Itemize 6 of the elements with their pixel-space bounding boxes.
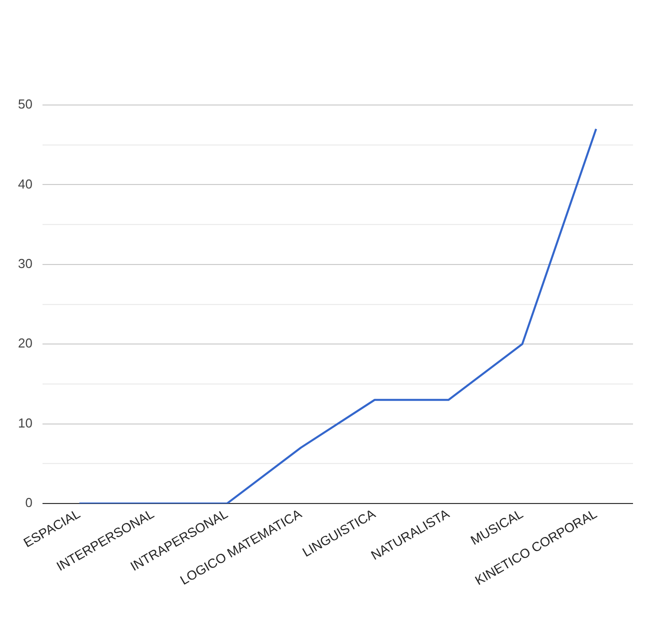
y-tick-label: 50 <box>18 96 32 112</box>
y-tick-label: 40 <box>18 176 32 192</box>
y-tick-label: 30 <box>18 256 32 271</box>
y-tick-label: 10 <box>18 415 32 430</box>
y-tick-label: 0 <box>25 495 32 510</box>
y-tick-label: 20 <box>18 336 32 351</box>
